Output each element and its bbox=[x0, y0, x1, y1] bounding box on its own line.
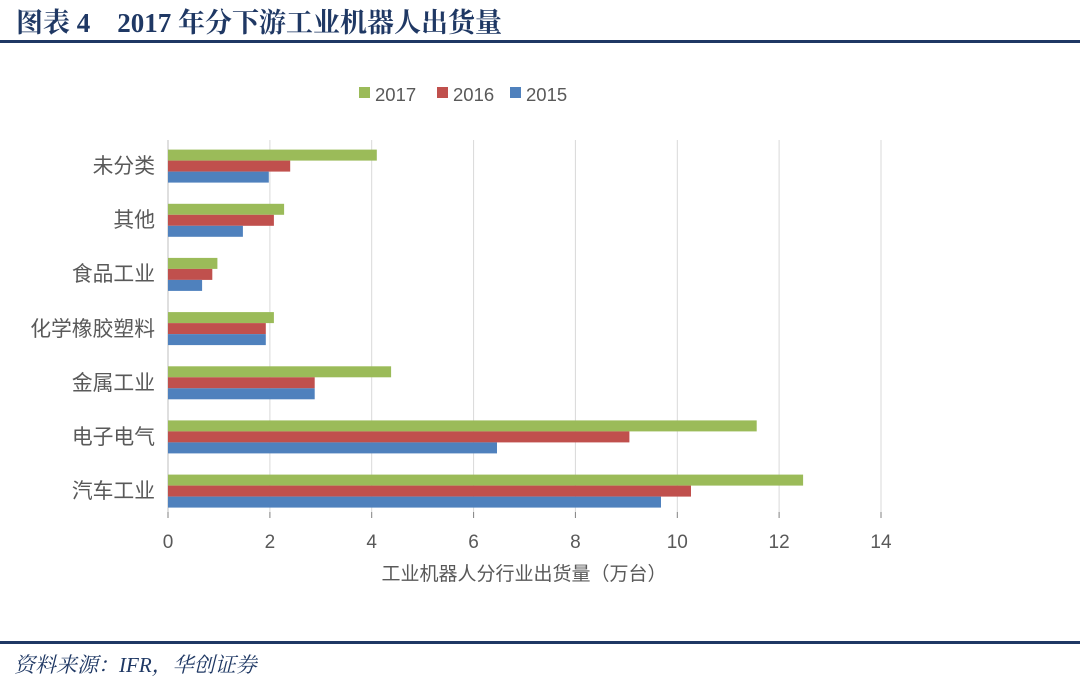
svg-text:电子电气: 电子电气 bbox=[72, 426, 155, 449]
svg-text:2: 2 bbox=[265, 532, 276, 553]
svg-text:12: 12 bbox=[769, 532, 790, 553]
svg-text:化学橡胶塑料: 化学橡胶塑料 bbox=[30, 318, 155, 341]
svg-text:8: 8 bbox=[570, 532, 581, 553]
svg-text:6: 6 bbox=[468, 532, 479, 553]
svg-text:10: 10 bbox=[667, 532, 688, 553]
svg-text:4: 4 bbox=[366, 532, 377, 553]
svg-text:未分类: 未分类 bbox=[93, 155, 156, 178]
svg-text:汽车工业: 汽车工业 bbox=[72, 480, 155, 503]
svg-text:食品工业: 食品工业 bbox=[72, 263, 155, 286]
svg-text:0: 0 bbox=[163, 532, 174, 553]
svg-text:工业机器人分行业出货量（万台）: 工业机器人分行业出货量（万台） bbox=[381, 563, 666, 585]
svg-text:其他: 其他 bbox=[113, 209, 155, 232]
svg-text:14: 14 bbox=[870, 532, 892, 553]
svg-text:金属工业: 金属工业 bbox=[72, 372, 155, 395]
